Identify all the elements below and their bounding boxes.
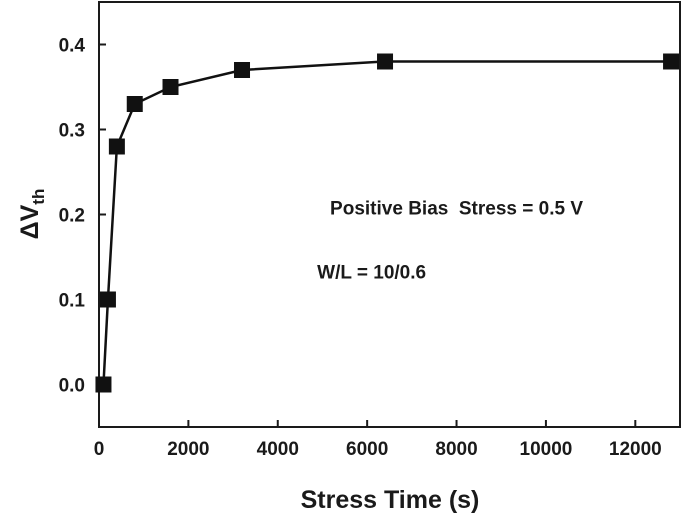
y-tick-label: 0.1 <box>59 291 86 312</box>
data-point <box>162 79 179 95</box>
series-line <box>102 60 672 385</box>
y-axis-title-main: ΔV <box>16 204 44 239</box>
data-point <box>377 53 394 70</box>
x-tick-label: 12000 <box>609 439 662 460</box>
data-point <box>99 291 116 308</box>
data-point <box>126 96 143 112</box>
x-tick-label: 8000 <box>435 439 477 460</box>
data-point <box>234 62 251 78</box>
data-point <box>108 138 125 155</box>
annotation-layer: Positive Bias Stress = 0.5 V W/L = 10/0.6 <box>317 199 583 284</box>
y-tick-label: 0.3 <box>59 121 85 142</box>
x-tick-label: 2000 <box>167 439 209 460</box>
annotation-text: W/L = 10/0.6 <box>317 262 426 283</box>
x-tick-label: 6000 <box>346 439 388 460</box>
y-tick-label: 0.4 <box>59 36 86 57</box>
y-tick-label: 0.2 <box>59 206 85 227</box>
y-axis-title: ΔVth <box>16 189 48 240</box>
data-point <box>663 53 680 70</box>
x-tick-label: 4000 <box>257 439 299 460</box>
x-axis-ticks: 0 2000 4000 6000 8000 10000 12000 <box>94 420 662 460</box>
series-layer <box>95 53 680 393</box>
annotation-text: Positive Bias Stress = 0.5 V <box>330 199 583 220</box>
y-axis-title-sub: th <box>29 189 48 205</box>
y-axis-ticks: 0.0 0.1 0.2 0.3 0.4 <box>59 36 106 397</box>
y-tick-label: 0.0 <box>59 376 85 397</box>
x-tick-label: 10000 <box>520 439 573 460</box>
x-tick-label: 0 <box>94 439 105 460</box>
data-point <box>95 376 112 393</box>
x-axis-title: Stress Time (s) <box>301 486 480 514</box>
